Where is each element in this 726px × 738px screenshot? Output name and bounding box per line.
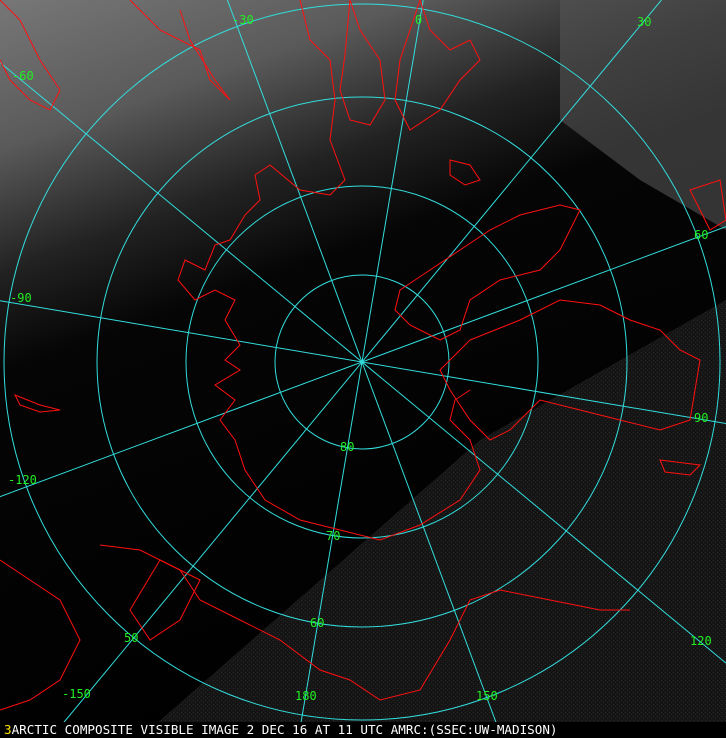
latitude-circle-60: [96, 96, 628, 628]
longitude-label: -90: [10, 291, 32, 305]
longitude-label: 0: [415, 13, 422, 27]
latitude-label: 70: [326, 529, 340, 543]
meridian-line: [297, 0, 424, 738]
latitude-circle-80: [274, 274, 450, 450]
longitude-label: -150: [62, 687, 91, 701]
caption-text: ARCTIC COMPOSITE VISIBLE IMAGE 2 DEC 16 …: [11, 722, 558, 737]
latitude-label: 60: [310, 616, 324, 630]
frame-number: 3: [4, 722, 12, 737]
longitude-label: 150: [476, 689, 498, 703]
meridian-line: [226, 0, 503, 738]
coastlines: [0, 0, 726, 711]
meridian-line: [0, 300, 726, 425]
longitude-label: 90: [694, 411, 708, 425]
latitude-label: 80: [340, 440, 354, 454]
latitude-circle-70: [185, 185, 539, 539]
longitude-label: -60: [12, 69, 34, 83]
longitude-label: 30: [637, 15, 651, 29]
latitude-circle-50: [3, 3, 721, 721]
meridian-line: [50, 0, 662, 738]
longitude-label: -30: [232, 13, 254, 27]
longitude-label: -120: [8, 473, 37, 487]
meridian-line: [0, 226, 726, 498]
image-caption: 3ARCTIC COMPOSITE VISIBLE IMAGE 2 DEC 16…: [0, 722, 726, 738]
longitude-label: 60: [694, 228, 708, 242]
clouds-right: [560, 0, 726, 230]
longitude-label: 180: [295, 689, 317, 703]
meridian-line: [0, 62, 726, 664]
longitude-label: 120: [690, 634, 712, 648]
latitude-label: 50: [124, 631, 138, 645]
